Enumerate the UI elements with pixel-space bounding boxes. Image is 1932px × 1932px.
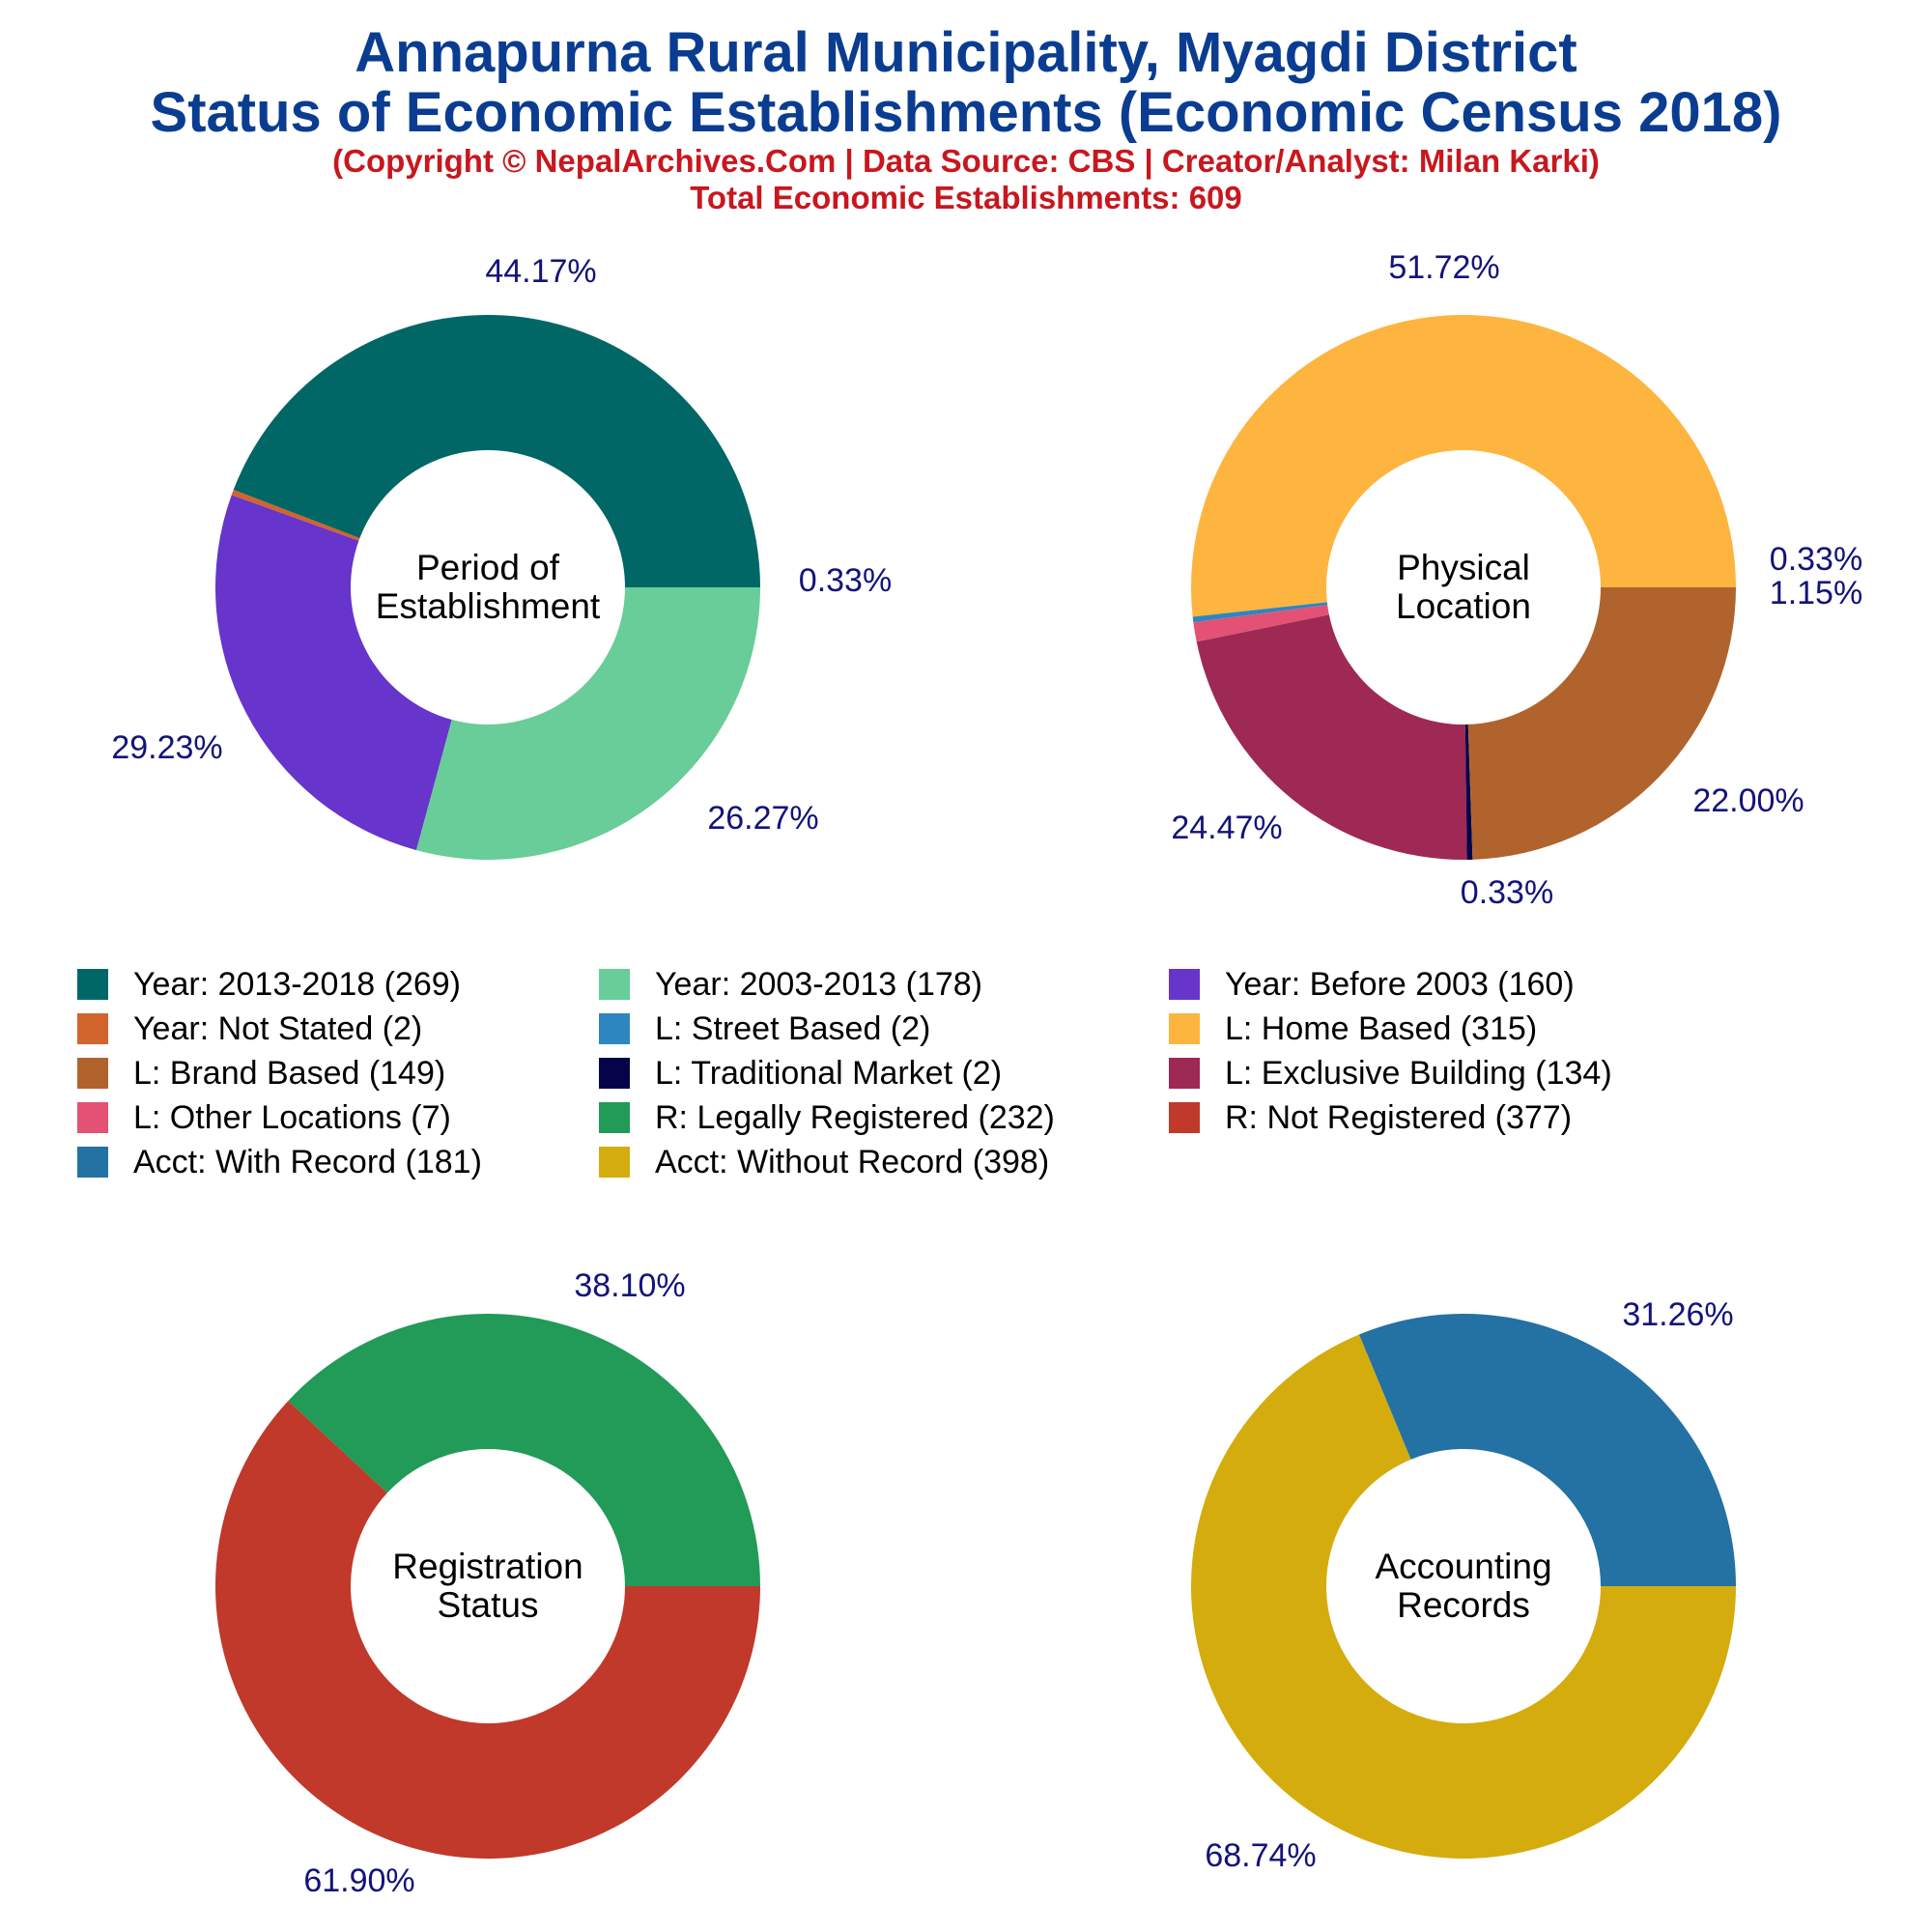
- legend-swatch: [599, 1147, 630, 1178]
- legend-swatch: [77, 1058, 108, 1089]
- legend-label: L: Traditional Market (2): [655, 1054, 1003, 1092]
- legend-item: L: Home Based (315): [1169, 1007, 1537, 1051]
- donut-slice: [1190, 314, 1737, 617]
- donut-center-label: Physical: [1397, 548, 1530, 587]
- slice-percent-label: 29.23%: [111, 729, 222, 766]
- legend-swatch: [599, 1058, 630, 1089]
- slice-percent-label: 51.72%: [1388, 249, 1499, 286]
- slice-percent-label: 0.33%: [1770, 541, 1862, 578]
- legend-item: R: Not Registered (377): [1169, 1095, 1572, 1140]
- slice-percent-label: 0.33%: [1461, 874, 1553, 911]
- legend-swatch: [1169, 1102, 1200, 1133]
- legend-label: L: Exclusive Building (134): [1225, 1054, 1612, 1092]
- legend-label: Year: 2003-2013 (178): [655, 965, 983, 1003]
- legend-item: Acct: With Record (181): [77, 1140, 482, 1184]
- legend-label: L: Home Based (315): [1225, 1009, 1538, 1047]
- legend-item: Year: Before 2003 (160): [1169, 962, 1575, 1007]
- donut-center-label: Location: [1396, 586, 1531, 626]
- donut-slice: [1193, 605, 1329, 642]
- slice-percent-label: 68.74%: [1205, 1837, 1316, 1874]
- donut-center-label: Registration: [392, 1547, 582, 1586]
- legend-swatch: [77, 1013, 108, 1044]
- slice-percent-label: 1.15%: [1770, 575, 1862, 611]
- donut-center-label: Period of: [416, 548, 560, 587]
- chart-header: Annapurna Rural Municipality, Myagdi Dis…: [0, 23, 1932, 216]
- chart-title-line-2: Status of Economic Establishments (Econo…: [150, 81, 1782, 144]
- slice-percent-label: 38.10%: [574, 1267, 685, 1304]
- slice-percent-label: 44.17%: [485, 253, 596, 290]
- slice-percent-label: 0.33%: [799, 562, 892, 599]
- donut-slice: [233, 314, 760, 587]
- legend-label: L: Other Locations (7): [133, 1098, 451, 1136]
- slice-percent-label: 26.27%: [707, 800, 818, 837]
- legend-item: Acct: Without Record (398): [599, 1140, 1049, 1184]
- chart-credit: (Copyright © NepalArchives.Com | Data So…: [332, 143, 1600, 179]
- donut-slice: [1467, 587, 1736, 860]
- legend-item: Year: 2003-2013 (178): [599, 962, 982, 1007]
- chart-total: Total Economic Establishments: 609: [690, 180, 1242, 215]
- legend-swatch: [599, 969, 630, 1000]
- legend-label: Acct: Without Record (398): [655, 1143, 1050, 1180]
- donut-chart-1: 44.17% 0.33% 26.27% 29.23% Period ofEstablis…: [111, 253, 892, 861]
- legend-item: L: Other Locations (7): [77, 1095, 451, 1140]
- legend-swatch: [599, 1013, 630, 1044]
- legend-label: Year: Not Stated (2): [133, 1009, 423, 1047]
- legend-item: Year: Not Stated (2): [77, 1007, 422, 1051]
- donut-slice: [1192, 602, 1328, 623]
- legend-swatch: [1169, 969, 1200, 1000]
- donut-center-label: Status: [438, 1585, 539, 1625]
- legend-swatch: [77, 969, 108, 1000]
- donut-slice: [1196, 614, 1467, 860]
- donut-chart-2: 51.72%0.33%1.15%22.00%0.33%24.47%Physica…: [1171, 249, 1862, 911]
- donut-slice: [214, 495, 452, 851]
- legend-item: L: Exclusive Building (134): [1169, 1051, 1612, 1095]
- donut-slice: [1464, 724, 1473, 860]
- legend-label: L: Street Based (2): [655, 1009, 931, 1047]
- legend-swatch: [599, 1102, 630, 1133]
- legend-swatch: [77, 1147, 108, 1178]
- legend-label: Year: Before 2003 (160): [1225, 965, 1575, 1003]
- donut-center-label: Records: [1397, 1585, 1530, 1625]
- legend-item: L: Street Based (2): [599, 1007, 930, 1051]
- slice-percent-label: 22.00%: [1692, 782, 1804, 819]
- donut-center-label: Establishment: [376, 586, 601, 626]
- donut-slice: [288, 1314, 760, 1586]
- donut-slice: [1358, 1314, 1736, 1586]
- donut-slice: [231, 490, 360, 541]
- donut-center-label: Accounting: [1375, 1547, 1551, 1586]
- legend-label: L: Brand Based (149): [133, 1054, 446, 1092]
- legend-item: L: Traditional Market (2): [599, 1051, 1002, 1095]
- legend-label: R: Not Registered (377): [1225, 1098, 1573, 1136]
- legend-item: Year: 2013-2018 (269): [77, 962, 461, 1007]
- legend-item: R: Legally Registered (232): [599, 1095, 1055, 1140]
- legend-item: L: Brand Based (149): [77, 1051, 445, 1095]
- donut-slice: [1190, 1334, 1736, 1859]
- legend-label: Year: 2013-2018 (269): [133, 965, 462, 1003]
- legend-swatch: [1169, 1058, 1200, 1089]
- legend-label: R: Legally Registered (232): [655, 1098, 1055, 1136]
- donut-slice: [415, 587, 760, 861]
- slice-percent-label: 31.26%: [1622, 1296, 1733, 1333]
- slice-percent-label: 24.47%: [1171, 810, 1282, 846]
- legend-label: Acct: With Record (181): [133, 1143, 482, 1180]
- legend-swatch: [77, 1102, 108, 1133]
- slice-percent-label: 61.90%: [303, 1862, 414, 1899]
- chart-title-line-1: Annapurna Rural Municipality, Myagdi Dis…: [355, 21, 1577, 84]
- donut-slice: [215, 1401, 761, 1860]
- legend-swatch: [1169, 1013, 1200, 1044]
